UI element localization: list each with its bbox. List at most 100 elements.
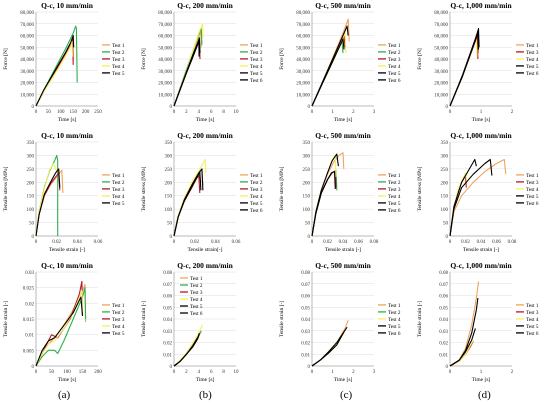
legend-label: Test 5: [250, 201, 263, 207]
legend-label: Test 4: [250, 194, 263, 200]
x-tick-label: 4: [198, 370, 201, 375]
legend-label: Test 4: [190, 297, 203, 303]
y-tick-label: 150: [441, 195, 449, 200]
series-line: [449, 339, 475, 367]
series-line: [35, 162, 58, 237]
y-axis-label: Tensile strain [-]: [3, 301, 9, 337]
y-axis-label: Tensile stress [MPa]: [3, 166, 9, 211]
x-tick-label: 100: [57, 110, 65, 115]
y-axis-label: Tensile stress [MPa]: [279, 166, 285, 211]
series-line: [449, 30, 480, 107]
y-tick-label: 80,000: [296, 11, 310, 16]
y-tick-label: 0: [170, 105, 173, 110]
y-tick-label: 0.06: [439, 295, 448, 300]
legend-label: Test 1: [388, 303, 401, 309]
legend-label: Test 3: [526, 180, 539, 186]
chart-panel: Q-c, 1,000 mm/min 0 0.01 0.02 0.03 0.04 0.05 0.…: [417, 261, 539, 383]
series-line: [173, 324, 204, 367]
y-tick-label: 10,000: [20, 93, 34, 98]
y-tick-label: 10,000: [296, 93, 310, 98]
legend-label: Test 5: [388, 201, 401, 207]
y-tick-label: 0.015: [23, 318, 35, 323]
x-tick-label: 150: [69, 110, 77, 115]
chart-title: Q-c, 500 mm/min: [315, 1, 371, 10]
legend-label: Test 1: [112, 43, 125, 49]
legend-label: Test 4: [526, 317, 539, 323]
series-line: [35, 168, 61, 237]
legend-label: Test 5: [526, 64, 539, 70]
y-tick-label: 0.06: [301, 295, 310, 300]
legend-label: Test 1: [388, 173, 401, 179]
y-tick-label: 0: [32, 365, 35, 370]
series-line: [311, 38, 345, 107]
series-line: [35, 40, 74, 107]
x-axis-label: Time [s]: [58, 117, 77, 123]
y-tick-label: 70,000: [158, 23, 172, 28]
x-tick-label: 2: [185, 370, 188, 375]
y-axis-label: Force [N]: [141, 48, 147, 70]
y-tick-label: 0.02: [25, 302, 34, 307]
x-tick-label: 8: [222, 110, 225, 115]
x-axis-label: Time [s]: [472, 117, 491, 123]
x-tick-label: 10: [234, 370, 240, 375]
y-tick-label: 0: [308, 105, 311, 110]
x-tick-label: 200: [94, 370, 102, 375]
y-tick-label: 70,000: [434, 23, 448, 28]
legend-label: Test 5: [112, 331, 125, 337]
y-tick-label: 0.01: [439, 353, 448, 358]
x-axis-label: Tensile strain[-]: [188, 247, 223, 253]
chart-panel: Q-c, 200 mm/min 0 10,000 20,000 30,000 40,000…: [141, 1, 263, 123]
series-line: [311, 170, 336, 237]
y-tick-label: 60,000: [20, 35, 34, 40]
legend-label: Test 5: [526, 194, 539, 200]
legend-label: Test 5: [112, 201, 125, 207]
x-tick-label: 0.06: [354, 240, 363, 245]
y-tick-label: 100: [165, 208, 173, 213]
y-tick-label: 60,000: [158, 35, 172, 40]
chart-title: Q-c, 10 mm/min: [41, 131, 94, 140]
y-tick-label: 0.025: [23, 287, 35, 292]
y-tick-label: 20,000: [20, 82, 34, 87]
x-tick-label: 0.02: [190, 240, 199, 245]
y-tick-label: 0.08: [439, 271, 448, 276]
y-tick-label: 40,000: [20, 58, 34, 63]
legend-label: Test 3: [526, 50, 539, 56]
legend-label: Test 4: [526, 57, 539, 63]
x-tick-label: 0.04: [477, 240, 486, 245]
legend-label: Test 6: [250, 208, 263, 214]
legend-label: Test 2: [112, 310, 125, 316]
legend-label: Test 3: [388, 57, 401, 63]
x-tick-label: 0.04: [73, 240, 82, 245]
series-line: [35, 296, 84, 367]
y-tick-label: 50: [305, 222, 311, 227]
y-tick-label: 0.02: [163, 342, 172, 347]
y-tick-label: 350: [303, 141, 311, 146]
x-tick-label: 1: [331, 370, 334, 375]
legend-label: Test 6: [250, 78, 263, 84]
y-tick-label: 0.03: [25, 271, 34, 276]
chart-panel: Q-c, 500 mm/min 0 0.01 0.02 0.03 0.04 0.05 0.06…: [279, 261, 401, 383]
legend-label: Test 6: [526, 331, 539, 337]
y-tick-label: 0: [308, 365, 311, 370]
y-tick-label: 0.05: [439, 306, 448, 311]
legend-label: Test 4: [112, 64, 125, 70]
series-line: [173, 175, 201, 237]
y-axis-label: Tensile strain [-]: [417, 301, 423, 337]
y-tick-label: 40,000: [434, 58, 448, 63]
x-tick-label: 2: [511, 110, 514, 115]
y-tick-label: 70,000: [20, 23, 34, 28]
x-tick-label: 3: [373, 110, 376, 115]
chart-panel: Q-c, 1,000 mm/min 0 10,000 20,000 30,000 40,0…: [417, 1, 539, 123]
y-tick-label: 0.02: [439, 342, 448, 347]
y-tick-label: 50,000: [158, 46, 172, 51]
x-axis-label: Time [s]: [472, 377, 491, 383]
y-tick-label: 200: [303, 181, 311, 186]
chart-title: Q-c, 200 mm/min: [177, 131, 233, 140]
y-tick-label: 300: [165, 154, 173, 159]
y-tick-label: 0: [32, 105, 35, 110]
legend-label: Test 2: [250, 180, 263, 186]
panel-label-d: (d): [478, 389, 491, 401]
legend-label: Test 4: [250, 64, 263, 70]
y-tick-label: 20,000: [434, 82, 448, 87]
legend-label: Test 6: [388, 208, 401, 214]
